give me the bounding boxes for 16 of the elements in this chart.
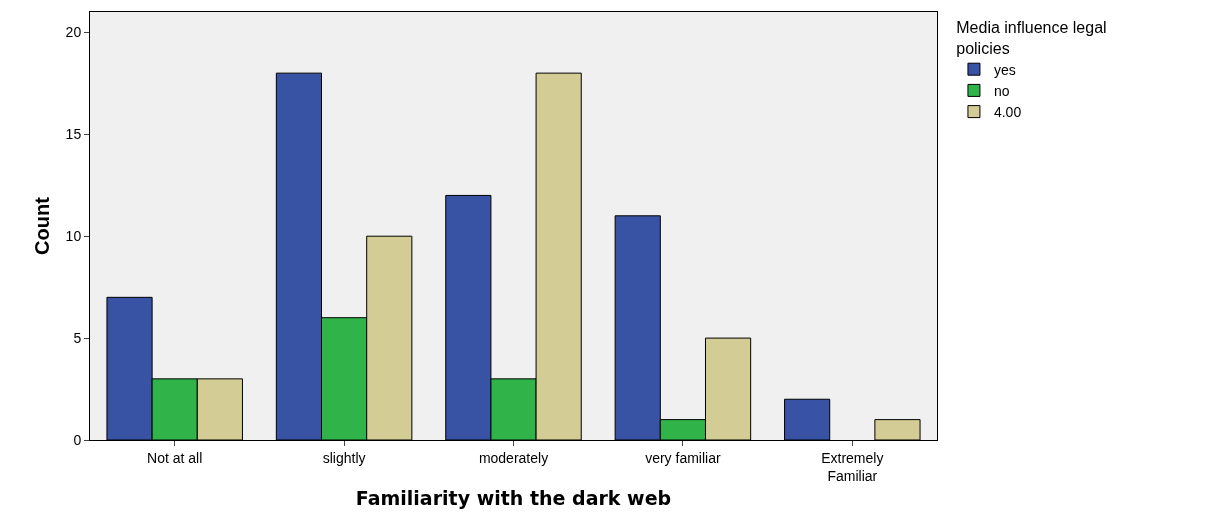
- x-tick-label: very familiar: [645, 449, 721, 466]
- legend-title: Media influence legal policies: [956, 18, 1107, 57]
- legend-label: yes: [993, 61, 1016, 78]
- y-axis-title: Count: [31, 196, 54, 255]
- x-tick-label: moderately: [478, 449, 549, 466]
- x-tick-label: Extremely Familiar: [821, 449, 884, 484]
- legend-label: 4.00: [993, 104, 1022, 121]
- x-tick-label: slightly: [322, 449, 366, 466]
- y-tick-label: 0: [73, 431, 82, 448]
- y-tick-label: 10: [65, 228, 82, 245]
- y-tick-label: 5: [73, 330, 82, 346]
- y-tick-label: 20: [65, 24, 82, 41]
- x-axis-title: Familiarity with the dark web: [355, 486, 672, 509]
- legend-label: no: [993, 82, 1010, 99]
- x-tick-label: Not at all: [147, 449, 203, 466]
- y-tick-label: 15: [65, 126, 82, 143]
